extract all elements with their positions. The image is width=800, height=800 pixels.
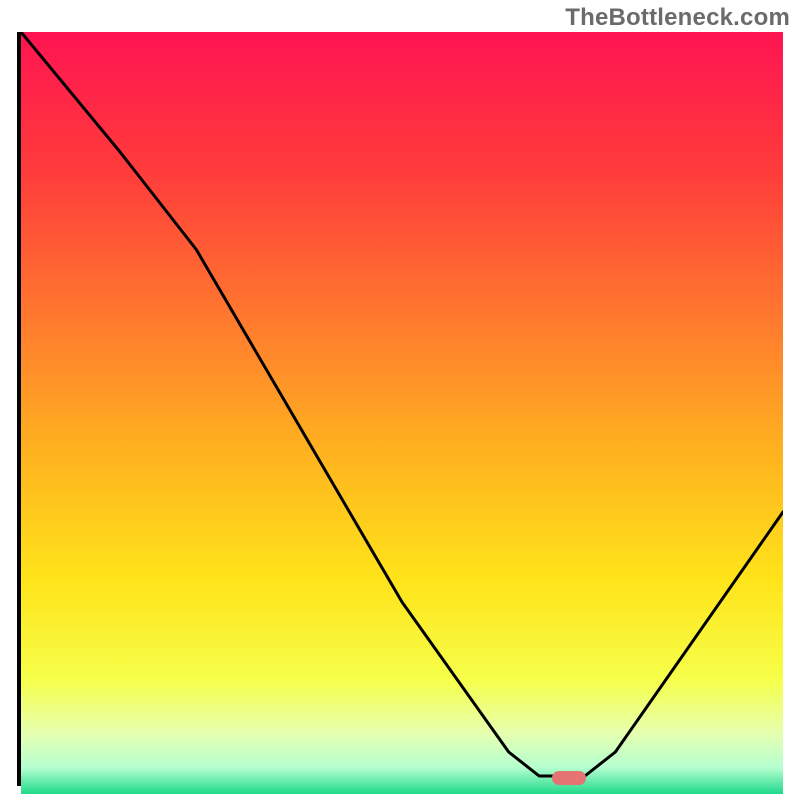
plot-area — [17, 32, 783, 786]
watermark-text: TheBottleneck.com — [565, 4, 790, 32]
optimal-point-marker — [552, 771, 586, 785]
bottleneck-chart: TheBottleneck.com — [0, 0, 800, 800]
bottleneck-curve — [21, 32, 783, 782]
